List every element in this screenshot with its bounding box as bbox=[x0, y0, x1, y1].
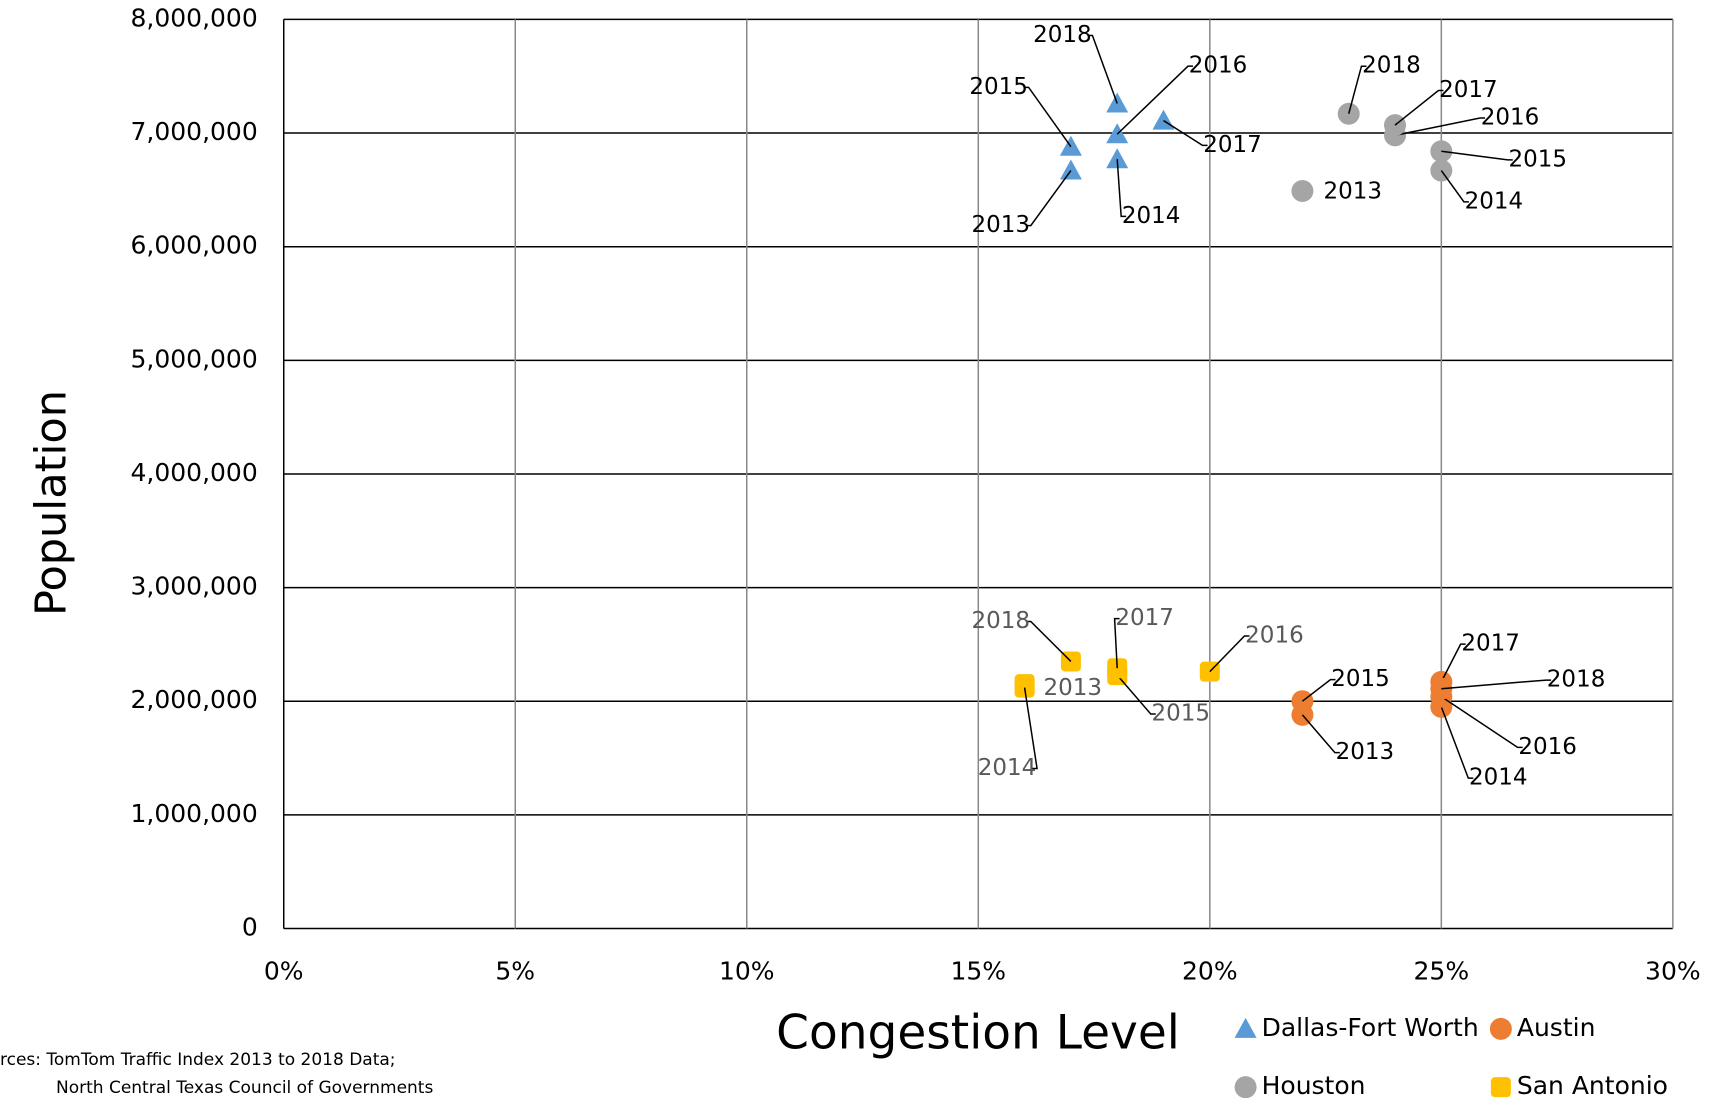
x-tick-label: 0% bbox=[264, 956, 304, 985]
leader-line bbox=[1394, 117, 1486, 137]
data-label: 2015 bbox=[1508, 146, 1567, 172]
point bbox=[1106, 148, 1129, 169]
data-label: 2018 bbox=[1033, 22, 1092, 48]
leader-line bbox=[1441, 679, 1552, 690]
leader-line bbox=[1440, 706, 1474, 779]
source-note: rces: TomTom Traffic Index 2013 to 2018 … bbox=[0, 1050, 396, 1070]
leader-line bbox=[1209, 635, 1250, 673]
data-label: 2013 bbox=[1324, 179, 1383, 205]
leader-line bbox=[1023, 687, 1038, 770]
leader-line bbox=[1087, 34, 1118, 104]
legend-marker bbox=[1489, 1017, 1512, 1040]
leader-line bbox=[1023, 86, 1072, 148]
x-axis-title: Congestion Level bbox=[776, 1006, 1180, 1061]
legend-marker bbox=[1234, 1076, 1257, 1099]
x-tick-label: 10% bbox=[719, 956, 775, 985]
leader-line bbox=[1440, 696, 1523, 749]
leader-line bbox=[1163, 119, 1208, 147]
y-tick-label: 6,000,000 bbox=[131, 231, 258, 260]
data-label: 2014 bbox=[1122, 203, 1181, 229]
legend-label: Dallas-Fort Worth bbox=[1262, 1013, 1479, 1042]
leader-line bbox=[1116, 674, 1156, 715]
data-label: 2016 bbox=[1518, 734, 1577, 760]
leader-line bbox=[1113, 617, 1120, 669]
leader-line bbox=[1025, 620, 1072, 662]
y-tick-label: 0 bbox=[242, 912, 258, 941]
legend-marker bbox=[1490, 1077, 1511, 1098]
leader-line bbox=[1301, 714, 1340, 754]
data-label: 2013 bbox=[1336, 739, 1395, 765]
data-label: 2017 bbox=[1203, 132, 1262, 158]
data-label: 2017 bbox=[1115, 605, 1174, 631]
y-tick-label: 3,000,000 bbox=[131, 572, 258, 601]
point bbox=[1152, 109, 1175, 130]
legend-label: Houston bbox=[1262, 1071, 1366, 1100]
leader-line bbox=[1116, 159, 1127, 218]
x-tick-label: 5% bbox=[495, 956, 535, 985]
legend-label: Austin bbox=[1517, 1013, 1596, 1042]
data-label: 2014 bbox=[978, 755, 1037, 781]
source-note: North Central Texas Council of Governmen… bbox=[56, 1078, 433, 1098]
y-tick-label: 4,000,000 bbox=[131, 458, 258, 487]
leader-line bbox=[1440, 170, 1469, 203]
data-label: 2016 bbox=[1245, 623, 1304, 649]
x-tick-label: 20% bbox=[1182, 956, 1238, 985]
y-tick-label: 1,000,000 bbox=[131, 799, 258, 828]
leader-line bbox=[1347, 65, 1367, 114]
data-label: 2015 bbox=[1151, 700, 1210, 726]
data-label: 2017 bbox=[1461, 631, 1520, 657]
leader-line bbox=[1441, 150, 1513, 161]
data-label: 2016 bbox=[1481, 105, 1540, 131]
leader-line bbox=[1025, 170, 1072, 227]
legend-label: San Antonio bbox=[1517, 1071, 1668, 1100]
point bbox=[1059, 159, 1082, 180]
y-tick-label: 7,000,000 bbox=[131, 117, 258, 146]
leader-line bbox=[1301, 678, 1336, 702]
point bbox=[1291, 180, 1314, 203]
leader-line bbox=[1394, 89, 1444, 126]
data-label: 2018 bbox=[972, 608, 1031, 634]
x-tick-label: 25% bbox=[1414, 956, 1470, 985]
data-label: 2015 bbox=[1331, 666, 1390, 692]
data-label: 2018 bbox=[1547, 667, 1606, 693]
x-tick-label: 30% bbox=[1645, 956, 1701, 985]
y-axis-title: Population bbox=[27, 390, 77, 616]
y-tick-label: 2,000,000 bbox=[131, 685, 258, 714]
data-label: 2013 bbox=[972, 212, 1031, 238]
data-label: 2015 bbox=[969, 74, 1028, 100]
leader-line bbox=[1440, 643, 1466, 683]
data-label: 2014 bbox=[1469, 765, 1528, 791]
data-label: 2017 bbox=[1439, 77, 1498, 103]
data-label: 2016 bbox=[1189, 53, 1248, 79]
data-label: 2014 bbox=[1465, 188, 1524, 214]
data-label: 2013 bbox=[1044, 675, 1103, 701]
y-tick-label: 8,000,000 bbox=[131, 3, 258, 32]
data-label: 2018 bbox=[1362, 53, 1421, 79]
y-tick-label: 5,000,000 bbox=[131, 344, 258, 373]
legend-marker bbox=[1234, 1017, 1257, 1038]
x-tick-label: 15% bbox=[951, 956, 1007, 985]
leader-line bbox=[1116, 65, 1193, 135]
